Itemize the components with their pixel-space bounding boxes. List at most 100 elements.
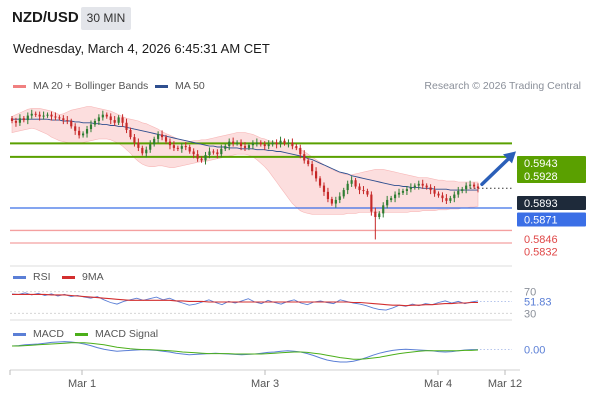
- candle-body: [129, 129, 132, 138]
- candle-body: [145, 149, 148, 154]
- candle-body: [141, 147, 144, 154]
- time-tick-label: Mar 3: [251, 378, 279, 390]
- pair-title: NZD/USD: [12, 9, 79, 26]
- candle-body: [239, 142, 243, 147]
- candle-body: [445, 198, 448, 201]
- macd-last-value: 0.00: [524, 345, 545, 357]
- price-tag-0.5893: 0.5893: [524, 198, 558, 210]
- candle-body: [421, 183, 424, 186]
- candle-body: [370, 194, 373, 212]
- candle-body: [133, 137, 136, 143]
- candle-body: [326, 191, 330, 200]
- candle-body: [409, 187, 412, 190]
- candle-body: [192, 151, 195, 155]
- candle-body: [401, 190, 405, 193]
- candle-body: [417, 183, 420, 186]
- candle-body: [311, 164, 314, 172]
- candle-body: [236, 142, 239, 144]
- candle-body: [160, 134, 164, 138]
- candle-body: [366, 190, 369, 195]
- candle-body: [267, 144, 270, 147]
- bollinger-band: [11, 106, 479, 215]
- price-tag-bg: [517, 212, 586, 227]
- candle-body: [10, 118, 14, 121]
- candle-body: [109, 116, 112, 121]
- candle-body: [378, 213, 381, 217]
- candle-body: [346, 183, 349, 191]
- forecast-arrow-shaft: [480, 155, 512, 187]
- candle-body: [307, 160, 310, 165]
- candle-body: [34, 113, 37, 115]
- candle-body: [38, 114, 41, 117]
- candle-body: [314, 171, 318, 179]
- time-tick-label: Mar 4: [424, 378, 452, 390]
- candle-body: [66, 120, 69, 122]
- rsi-tick-30: 30: [524, 308, 536, 320]
- candle-body: [14, 120, 18, 123]
- candle-body: [157, 134, 160, 139]
- candle-body: [318, 178, 322, 186]
- timeframe-button[interactable]: 30 MIN: [81, 7, 131, 30]
- candle-body: [350, 180, 353, 184]
- candle-body: [425, 185, 428, 188]
- forecast-arrow: [480, 151, 516, 187]
- candle-body: [81, 133, 85, 136]
- candle-body: [291, 142, 294, 147]
- candle-body: [125, 122, 128, 130]
- candle-body: [441, 195, 444, 199]
- candle-body: [342, 190, 345, 197]
- candle-body: [263, 144, 266, 147]
- candle-body: [50, 114, 53, 117]
- candle-body: [164, 137, 168, 142]
- legend-macd-label: MACD: [33, 328, 64, 340]
- candle-body: [283, 140, 286, 144]
- candle-body: [393, 194, 397, 199]
- candle-body: [74, 126, 77, 131]
- legend-rsi-ma-label: 9MA: [82, 271, 104, 283]
- candle-body: [397, 192, 401, 195]
- candle-body: [172, 145, 176, 148]
- candle-body: [70, 120, 73, 127]
- candle-body: [184, 146, 187, 148]
- candle-body: [85, 129, 89, 134]
- datetime-label: Wednesday, March 4, 2026 6:45:31 AM CET: [13, 41, 270, 56]
- candle-body: [303, 154, 306, 161]
- candle-body: [58, 117, 61, 119]
- candle-body: [453, 194, 456, 199]
- candle-body: [105, 114, 108, 117]
- candle-body: [18, 118, 21, 123]
- price-label-0.5846: 0.5846: [524, 234, 558, 246]
- candle-body: [405, 189, 409, 191]
- price-tag-0.5871: 0.5871: [524, 215, 558, 227]
- price-tag-bg: [517, 156, 586, 170]
- legend-macd: MACD: [13, 328, 64, 340]
- candle-body: [465, 185, 468, 190]
- bollinger-band-area: [11, 106, 479, 215]
- candle-body: [271, 142, 274, 145]
- legend-ma50-swatch: [155, 85, 168, 88]
- candle-body: [54, 116, 57, 118]
- candle-body: [212, 151, 215, 153]
- candle-body: [362, 190, 365, 192]
- candle-body: [433, 190, 436, 194]
- candle-body: [93, 120, 97, 125]
- legend-bollinger-label: MA 20 + Bollinger Bands: [33, 80, 149, 92]
- candle-body: [26, 115, 29, 121]
- candle-body: [287, 142, 290, 144]
- candle-body: [243, 146, 247, 148]
- price-tag-0.5943: 0.5943: [524, 158, 558, 170]
- legend-bollinger: MA 20 + Bollinger Bands: [13, 80, 148, 92]
- legend-rsi-ma: 9MA: [62, 271, 104, 283]
- candle-body: [279, 140, 282, 145]
- candle-body: [137, 142, 140, 148]
- candle-body: [354, 180, 357, 187]
- legend-macd-signal-swatch: [75, 333, 88, 336]
- candle-body: [188, 147, 191, 152]
- candle-body: [224, 146, 227, 149]
- candle-body: [46, 114, 49, 116]
- candle-body: [228, 141, 231, 147]
- candle-body: [382, 205, 385, 214]
- macd-signal-line: [12, 342, 479, 360]
